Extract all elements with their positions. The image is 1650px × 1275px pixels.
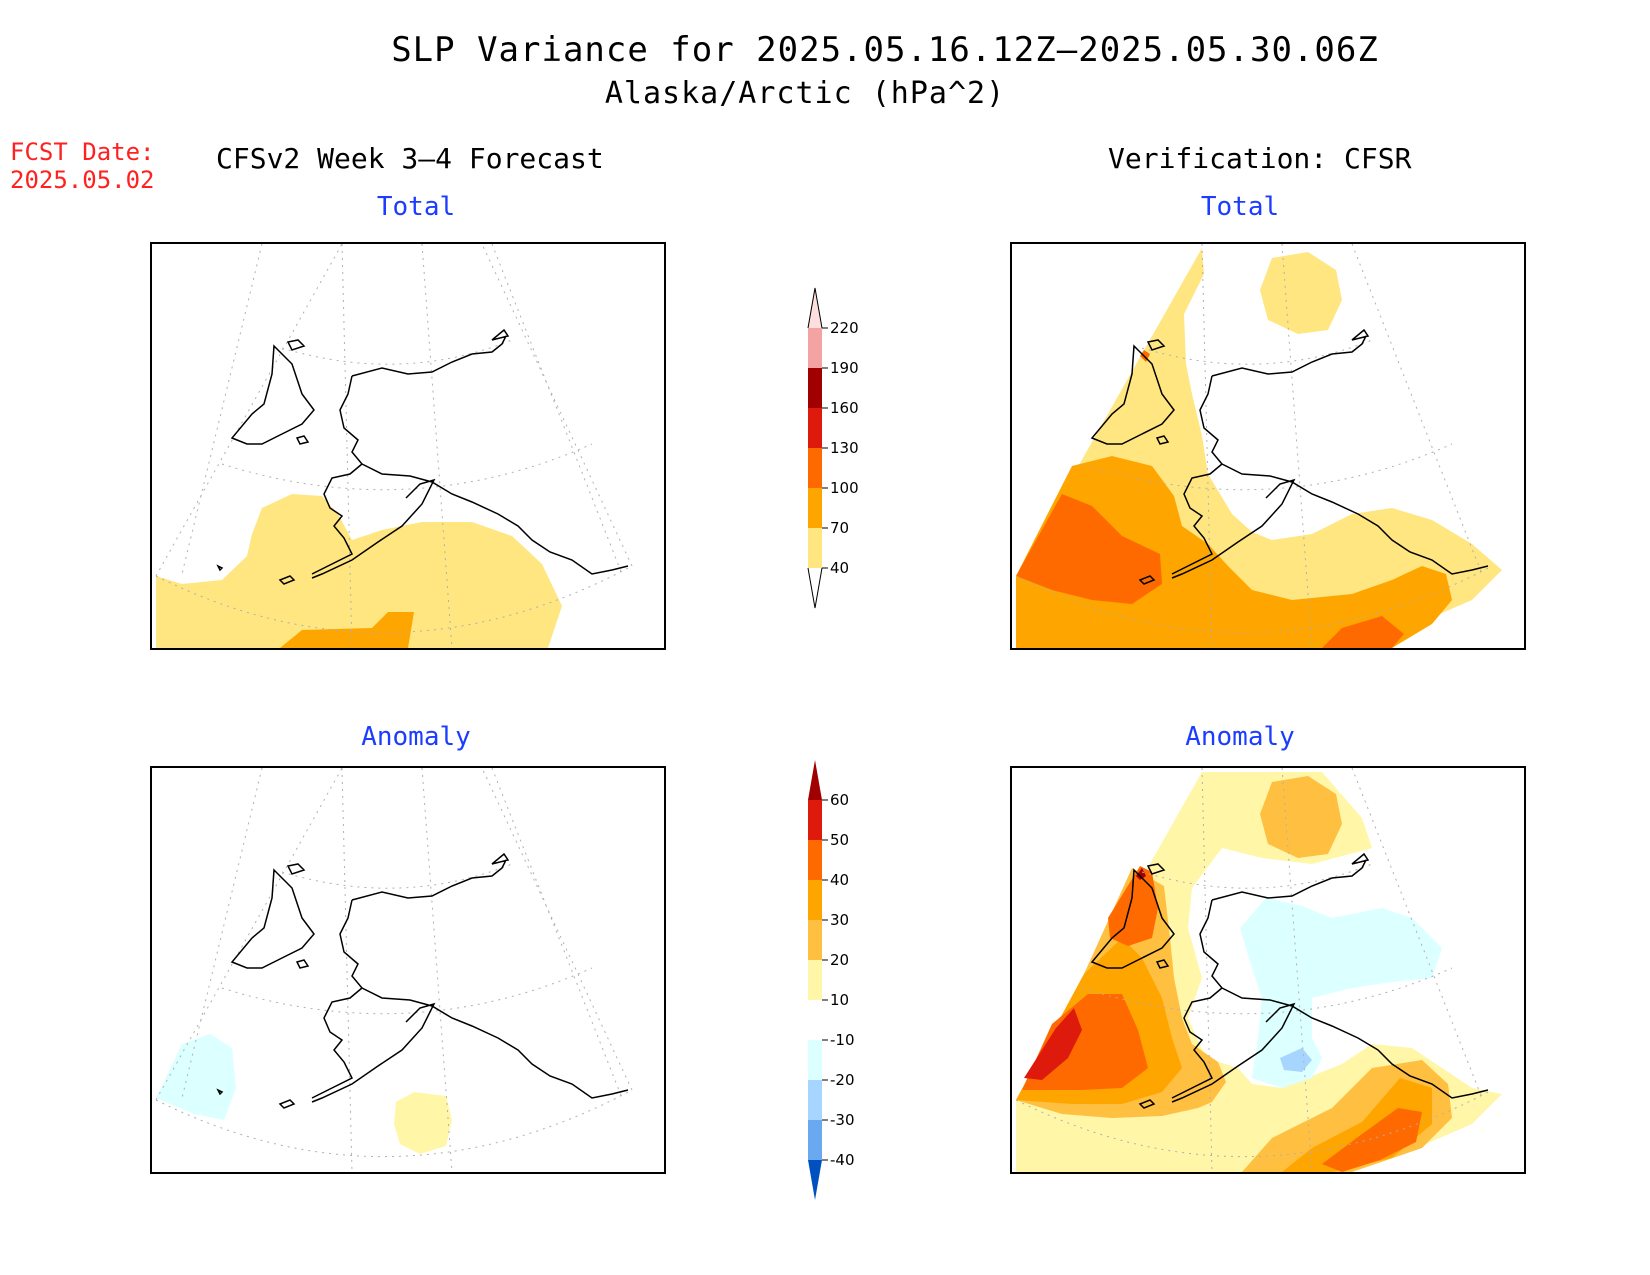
anomaly-colorbar-tick-label: 30 (830, 911, 849, 929)
anomaly-colorbar-tick-label: -10 (830, 1031, 855, 1049)
anomaly-colorbar-band (808, 840, 822, 880)
forecast-date-label: FCST Date: (10, 138, 155, 166)
total-colorbar-band (808, 328, 822, 368)
anomaly-colorbar-tick-label: -40 (830, 1151, 855, 1169)
anomaly-colorbar-band (808, 1040, 822, 1080)
anomaly-colorbar-tick-label: -30 (830, 1111, 855, 1129)
total-colorbar-tick-label: 40 (830, 559, 849, 577)
anomaly-colorbar-tick-label: 20 (830, 951, 849, 969)
total-colorbar-bottom-extension (807, 567, 823, 609)
total-colorbar-band (808, 448, 822, 488)
total-colorbar: 220 190 160 130 100 70 40 (790, 282, 910, 612)
anomaly-colorbar-band (808, 920, 822, 960)
total-colorbar-top-extension (808, 288, 822, 328)
forecast-date-block: FCST Date: 2025.05.02 (10, 138, 155, 194)
anomaly-colorbar-band (808, 1080, 822, 1120)
total-colorbar-band (808, 368, 822, 408)
forecast-total-map (150, 242, 666, 650)
forecast-heading: CFSv2 Week 3—4 Forecast (216, 142, 604, 175)
total-colorbar-band (808, 488, 822, 528)
total-colorbar-top-outline (807, 287, 823, 329)
total-colorbar-tick-label: 70 (830, 519, 849, 537)
anomaly-colorbar: 60 50 40 30 20 10 -10 -20 -30 -40 (790, 750, 910, 1200)
anomaly-colorbar-tick-label: 50 (830, 831, 849, 849)
forecast-anomaly-map (150, 766, 666, 1174)
total-colorbar-tick-label: 130 (830, 439, 859, 457)
anomaly-colorbar-band (808, 960, 822, 1000)
anomaly-colorbar-svg: 60 50 40 30 20 10 -10 -20 -30 -40 (808, 760, 855, 1200)
anomaly-colorbar-band (808, 800, 822, 840)
total-colorbar-band (808, 528, 822, 568)
main-title: SLP Variance for 2025.05.16.12Z—2025.05.… (391, 30, 1379, 70)
anomaly-colorbar-tick-label: -20 (830, 1071, 855, 1089)
anomaly-colorbar-tick-label: 40 (830, 871, 849, 889)
total-colorbar-svg: 220 190 160 130 100 70 40 (807, 287, 859, 609)
anomaly-colorbar-band (808, 880, 822, 920)
total-colorbar-band (808, 408, 822, 448)
total-colorbar-tick-label: 160 (830, 399, 859, 417)
anomaly-colorbar-tick-label: 10 (830, 991, 849, 1009)
total-colorbar-tick-label: 190 (830, 359, 859, 377)
verification-heading: Verification: CFSR (1108, 142, 1412, 175)
anomaly-colorbar-band (808, 1120, 822, 1160)
verification-total-map (1010, 242, 1526, 650)
verification-total-title: Total (1200, 192, 1280, 222)
forecast-anomaly-title: Anomaly (361, 722, 471, 752)
anomaly-colorbar-tick-label: 60 (830, 791, 849, 809)
forecast-date-value: 2025.05.02 (10, 166, 155, 194)
main-subtitle: Alaska/Arctic (hPa^2) (604, 76, 1006, 111)
anomaly-colorbar-band (808, 1000, 822, 1040)
anomaly-colorbar-bottom-extension (808, 1160, 822, 1200)
forecast-total-title: Total (376, 192, 456, 222)
total-colorbar-tick-label: 100 (830, 479, 859, 497)
verification-anomaly-map (1010, 766, 1526, 1174)
verification-anomaly-title: Anomaly (1185, 722, 1295, 752)
total-colorbar-tick-label: 220 (830, 319, 859, 337)
anomaly-colorbar-top-extension (808, 760, 822, 800)
